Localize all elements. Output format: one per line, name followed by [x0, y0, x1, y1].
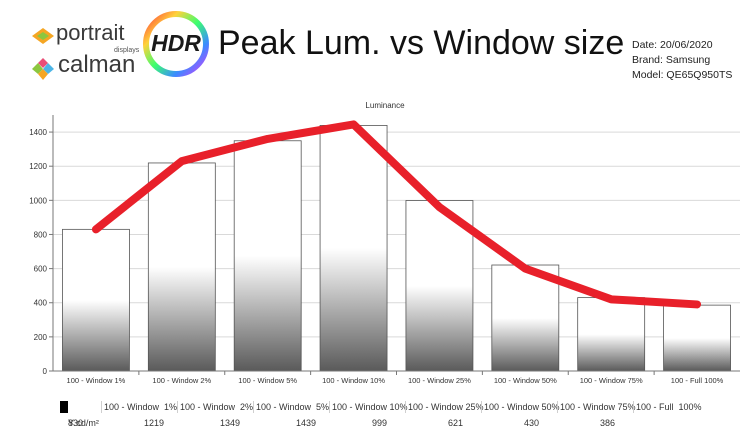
table-cell: 1219	[144, 418, 165, 428]
bar	[577, 297, 646, 372]
x-tick-label: 100 - Window 1%	[67, 376, 126, 385]
table-divider	[557, 401, 558, 413]
table-header-cell: 100 - Window 75%	[560, 402, 636, 412]
report-header: portrait displays calman HDR	[0, 0, 750, 92]
y-tick-label: 0	[43, 367, 48, 376]
table-header-cell: 100 - Window 2%	[180, 402, 254, 412]
report-date: Date: 20/06/2020	[632, 39, 713, 51]
table-cell: 621	[448, 418, 464, 428]
table-divider	[177, 401, 178, 413]
table-cell: 1439	[296, 418, 317, 428]
bar	[319, 125, 388, 372]
bar	[663, 304, 731, 372]
table-divider	[101, 401, 102, 413]
y-tick-label: 1200	[29, 162, 47, 171]
x-tick-label: 100 - Window 10%	[322, 376, 385, 385]
trend-line	[91, 120, 702, 309]
table-divider	[329, 401, 330, 413]
calman-wordmark: calman	[58, 51, 136, 78]
table-cell: 999	[372, 418, 388, 428]
bar	[233, 140, 302, 372]
hdr-ring-icon	[143, 11, 209, 77]
x-tick-label: 100 - Full 100%	[671, 376, 724, 385]
y-tick-label: 1400	[29, 128, 47, 137]
table-header-cell: 100 - Window 25%	[408, 402, 484, 412]
table-header-cell: 100 - Window 5%	[256, 402, 330, 412]
bar	[491, 264, 560, 372]
portrait-logo-icon	[32, 28, 54, 44]
portrait-wordmark: portrait	[56, 20, 125, 45]
x-tick-label: 100 - Window 50%	[494, 376, 557, 385]
table-cell: 430	[524, 418, 540, 428]
table-row-label: Y cd/m²	[68, 418, 99, 428]
x-tick-label: 100 - Window 25%	[408, 376, 471, 385]
report-model: Model: QE65Q950TS	[632, 69, 733, 81]
table-cell: 1349	[220, 418, 241, 428]
x-tick-label: 100 - Window 75%	[580, 376, 643, 385]
x-tick-label: 100 - Window 2%	[152, 376, 211, 385]
luminance-chart-svg: Luminance 0 200 400 600 800 1000 1200 1400 100 -…	[29, 101, 740, 385]
bar	[62, 228, 130, 372]
calman-logo-icon	[32, 58, 54, 80]
y-tick-label: 400	[34, 299, 48, 308]
table-cell: 386	[600, 418, 616, 428]
chart-title: Luminance	[365, 101, 405, 110]
hdr-badge: HDR	[142, 10, 210, 78]
table-header-cell: 100 - Window 1%	[104, 402, 178, 412]
y-tick-label: 200	[34, 333, 48, 342]
table-divider	[481, 401, 482, 413]
table-divider	[253, 401, 254, 413]
x-tick-label: 100 - Window 5%	[238, 376, 297, 385]
page-title: Peak Lum. vs Window size	[218, 24, 625, 62]
table-divider	[405, 401, 406, 413]
bar	[147, 162, 216, 372]
report-metadata: Date: 20/06/2020 Brand: Samsung Model: Q…	[632, 38, 732, 83]
y-tick-label: 1000	[29, 196, 47, 205]
hdr-badge-label: HDR	[151, 30, 201, 56]
table-header-cell: 100 - Window 50%	[484, 402, 560, 412]
y-tick-label: 600	[34, 265, 48, 274]
table-header-cell: 100 - Window 10%	[332, 402, 408, 412]
table-header-cell: 100 - Full 100%	[636, 402, 702, 412]
report-brand: Brand: Samsung	[632, 54, 711, 66]
table-divider	[633, 401, 634, 413]
displays-wordmark: displays	[114, 47, 140, 54]
y-tick-label: 800	[34, 230, 48, 239]
table-corner-marker	[60, 401, 68, 413]
luminance-chart: Luminance 0 200 400 600 800 1000 1200 1400 100 -…	[0, 95, 750, 395]
table-cell: 830	[68, 418, 84, 428]
